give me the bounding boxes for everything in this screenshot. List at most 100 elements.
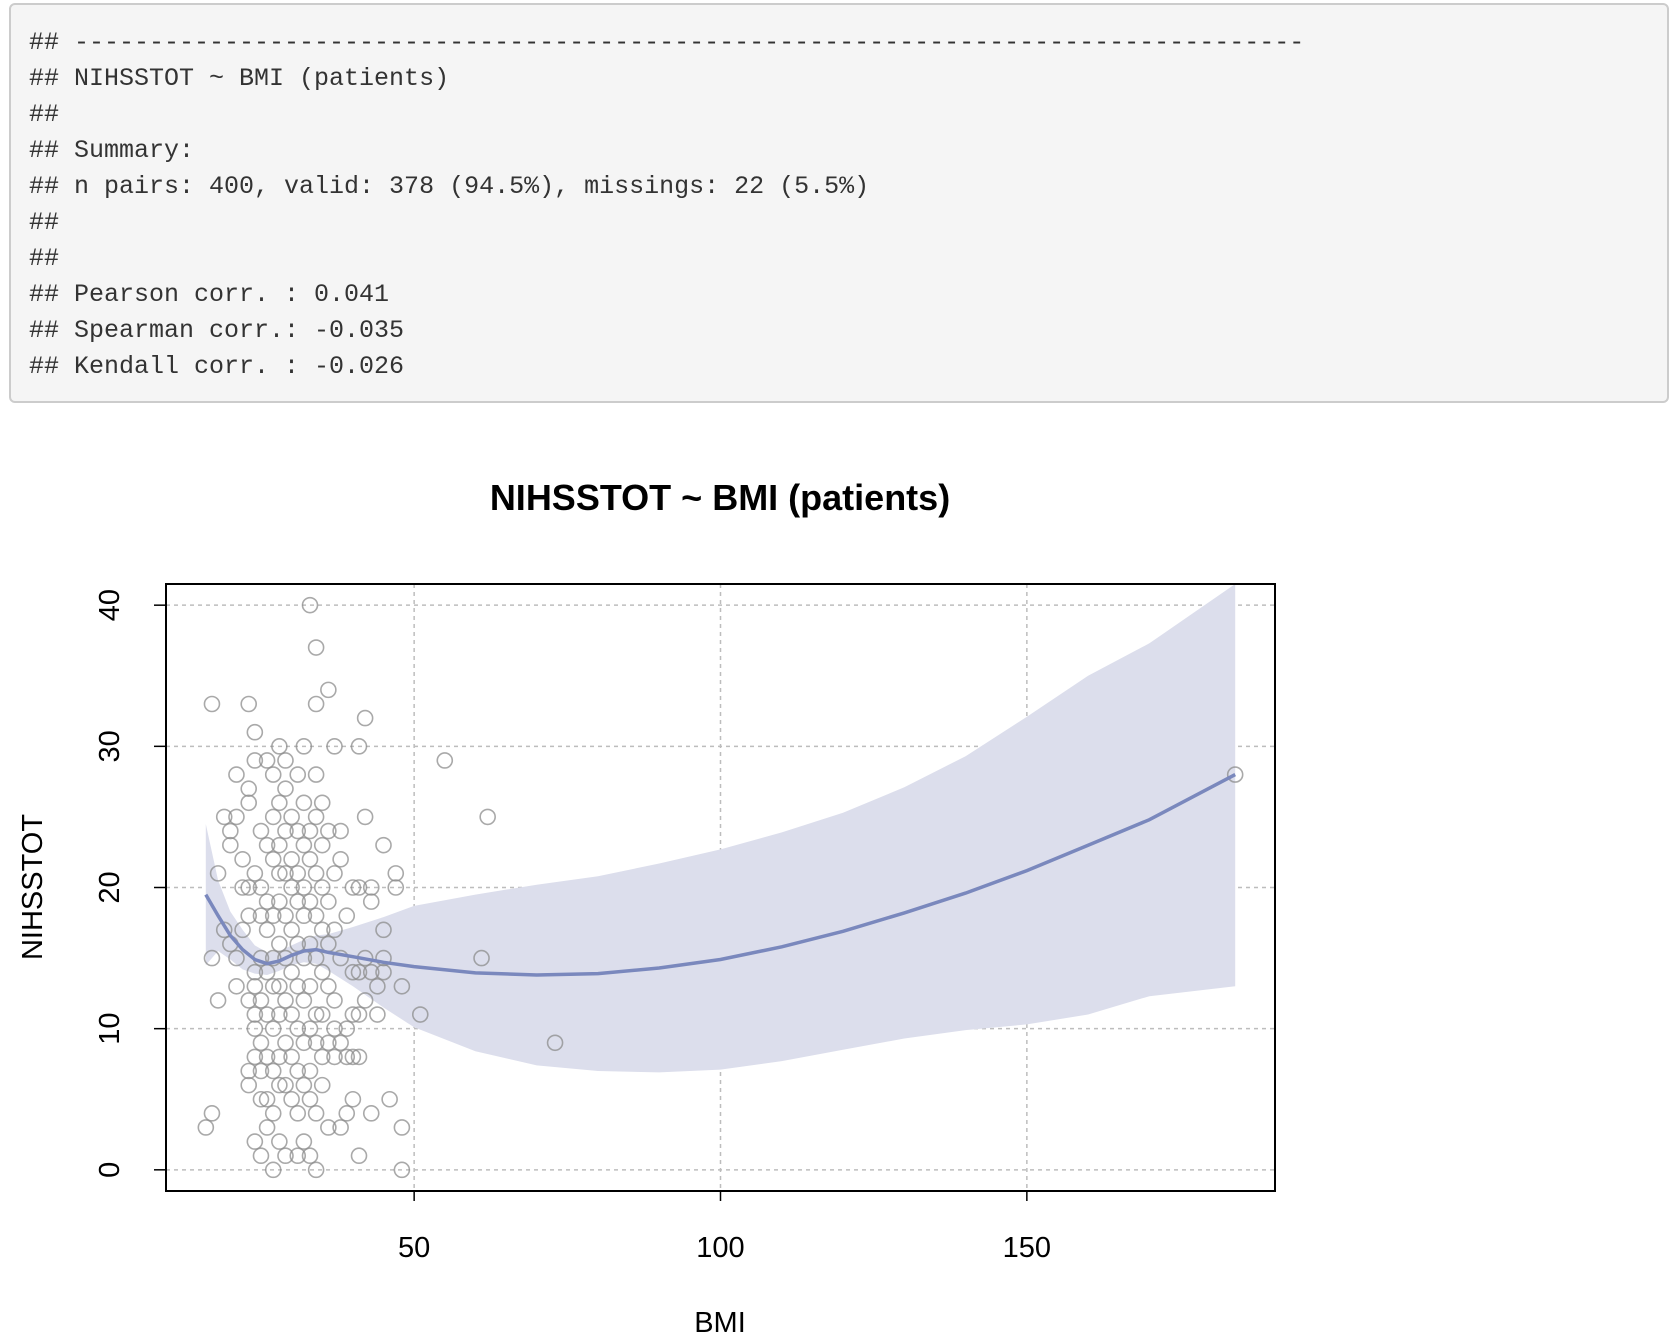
data-point xyxy=(301,893,319,910)
data-point xyxy=(277,822,294,840)
data-point xyxy=(234,879,251,896)
x-axis-label: BMI xyxy=(694,1307,746,1339)
data-point xyxy=(301,596,319,614)
data-point xyxy=(350,1147,368,1165)
data-point xyxy=(295,794,313,812)
data-point xyxy=(301,1062,319,1080)
data-point xyxy=(546,1034,564,1052)
smooth-line xyxy=(204,773,1237,977)
data-point xyxy=(320,822,337,840)
data-point xyxy=(283,921,300,939)
console-line: ## xyxy=(29,244,60,273)
data-point xyxy=(301,1090,319,1108)
data-point xyxy=(271,836,288,854)
data-point xyxy=(344,879,362,896)
data-point xyxy=(375,949,392,967)
data-point xyxy=(283,1006,300,1023)
data-point xyxy=(344,1006,362,1023)
data-point xyxy=(222,822,239,840)
data-point xyxy=(313,1006,331,1023)
data-point xyxy=(332,949,349,967)
data-point xyxy=(313,794,331,812)
y-tick-label: 20 xyxy=(94,871,126,903)
data-point xyxy=(295,836,313,854)
data-point xyxy=(283,1048,300,1066)
data-point xyxy=(393,1119,411,1136)
data-point xyxy=(307,1034,325,1052)
data-point xyxy=(258,752,276,769)
data-point xyxy=(264,850,282,868)
confidence-band-area xyxy=(205,584,1236,1073)
data-point xyxy=(246,1133,264,1150)
data-point xyxy=(375,836,392,854)
data-point xyxy=(289,1147,307,1165)
data-point xyxy=(264,1105,282,1122)
data-point xyxy=(252,1062,270,1080)
data-point xyxy=(362,963,380,981)
data-point xyxy=(264,766,282,783)
console-line: ## Spearman corr.: -0.035 xyxy=(29,316,405,345)
data-point xyxy=(350,879,368,896)
data-point xyxy=(295,1034,313,1052)
data-point xyxy=(301,822,319,840)
data-point xyxy=(277,907,294,925)
data-point xyxy=(258,1048,276,1066)
data-point xyxy=(228,949,245,967)
data-point xyxy=(301,978,319,995)
data-point xyxy=(252,992,270,1009)
data-point xyxy=(252,907,270,925)
data-point xyxy=(246,1048,264,1066)
console-line: ## Pearson corr. : 0.041 xyxy=(29,280,390,309)
confidence-band xyxy=(205,584,1236,1073)
console-line: ## n pairs: 400, valid: 378 (94.5%), mis… xyxy=(29,172,870,201)
data-point xyxy=(283,808,300,826)
data-point xyxy=(252,1034,270,1052)
data-point xyxy=(277,780,294,797)
data-point xyxy=(264,1062,282,1080)
data-point xyxy=(301,1147,319,1165)
data-point xyxy=(332,822,349,840)
data-point xyxy=(295,879,313,896)
data-point xyxy=(271,1048,288,1066)
data-point xyxy=(234,850,251,868)
data-point xyxy=(252,1147,270,1165)
data-point xyxy=(411,1006,429,1023)
data-point xyxy=(234,921,251,939)
data-point xyxy=(271,738,288,755)
data-point xyxy=(258,836,276,854)
data-point xyxy=(258,1006,276,1023)
scatter-plot: NIHSSTOT ~ BMI (patients) 50 100 150 0 10 20… xyxy=(17,477,1276,1339)
data-point xyxy=(356,709,374,727)
data-point xyxy=(246,723,264,741)
data-point xyxy=(326,738,343,755)
data-point xyxy=(289,978,307,995)
data-point xyxy=(277,865,294,882)
data-point xyxy=(307,766,325,783)
data-point xyxy=(320,978,337,995)
data-point xyxy=(289,865,307,882)
data-point xyxy=(203,949,221,967)
smooth-line-path xyxy=(204,773,1237,977)
data-point xyxy=(301,1020,319,1037)
data-point xyxy=(283,850,300,868)
data-point xyxy=(289,1020,307,1037)
data-point xyxy=(307,695,325,713)
data-point xyxy=(307,907,325,925)
console-line: ## xyxy=(29,100,60,129)
data-point xyxy=(264,907,282,925)
data-point xyxy=(240,879,258,896)
console-line: ## -------------------------------------… xyxy=(29,28,1305,57)
data-point xyxy=(320,681,337,699)
data-point xyxy=(344,1090,362,1108)
data-point xyxy=(387,865,405,882)
data-point xyxy=(271,1133,288,1150)
data-point xyxy=(271,794,288,812)
data-point xyxy=(228,808,245,826)
data-point xyxy=(381,1090,398,1108)
data-point xyxy=(313,921,331,939)
x-tick-label: 100 xyxy=(696,1232,744,1264)
data-point xyxy=(356,992,374,1009)
data-point xyxy=(369,1006,386,1023)
data-point xyxy=(375,963,392,981)
data-point xyxy=(246,978,264,995)
